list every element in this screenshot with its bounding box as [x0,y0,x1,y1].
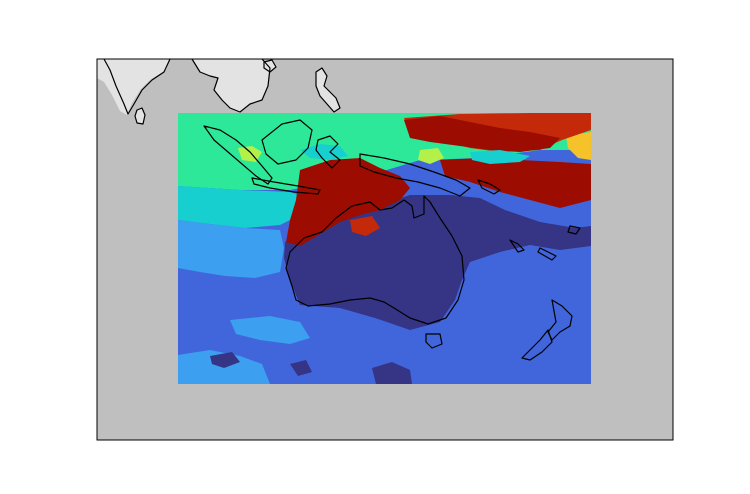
tasmania-coastline [425,333,443,349]
indochina-coastline [191,58,271,113]
java-coastline [251,177,321,195]
australia-coastline [285,195,465,325]
new-caledonia-coastline [537,247,557,261]
band-cyan [178,186,310,228]
borneo-coastline [261,119,313,165]
yellow-green-patch-2 [418,148,444,164]
indochina-landmass [192,59,270,112]
sri-lanka-coastline [134,107,146,125]
lightblue-south-mid [230,316,310,344]
new-guinea-coastline [359,153,471,197]
red-arnhem-patch [350,216,380,236]
india-coastline [103,58,171,115]
map-axes-frame [96,58,674,441]
coastlines [103,58,581,361]
fiji-coastline [567,225,581,235]
purple-south-patch-1 [210,352,240,368]
solomon-islands-coastline [477,179,501,195]
data-raster [178,113,591,384]
new-zealand-south-coastline [521,329,553,361]
cyan-east-streak [470,150,530,164]
philippines-coastline [315,67,341,113]
darkred-north-australia [286,158,410,246]
land-outside-data [97,59,340,124]
darkred-east-lower [440,158,591,208]
sulawesi-coastline [315,135,341,169]
purple-south-patch-2 [372,362,412,384]
vanuatu-coastline [509,239,525,253]
sri-lanka-island [135,108,145,124]
cyan-indonesia-streak [300,144,348,160]
india-landmass [97,59,170,115]
band-light-blue-west [178,220,284,278]
purple-south-patch-3 [290,360,312,376]
yellow-patch-east [566,132,591,160]
new-zealand-north-coastline [547,299,573,341]
darkred-north-east [404,116,560,152]
yellow-green-patch-1 [238,146,262,162]
hainan-coastline [263,59,277,73]
